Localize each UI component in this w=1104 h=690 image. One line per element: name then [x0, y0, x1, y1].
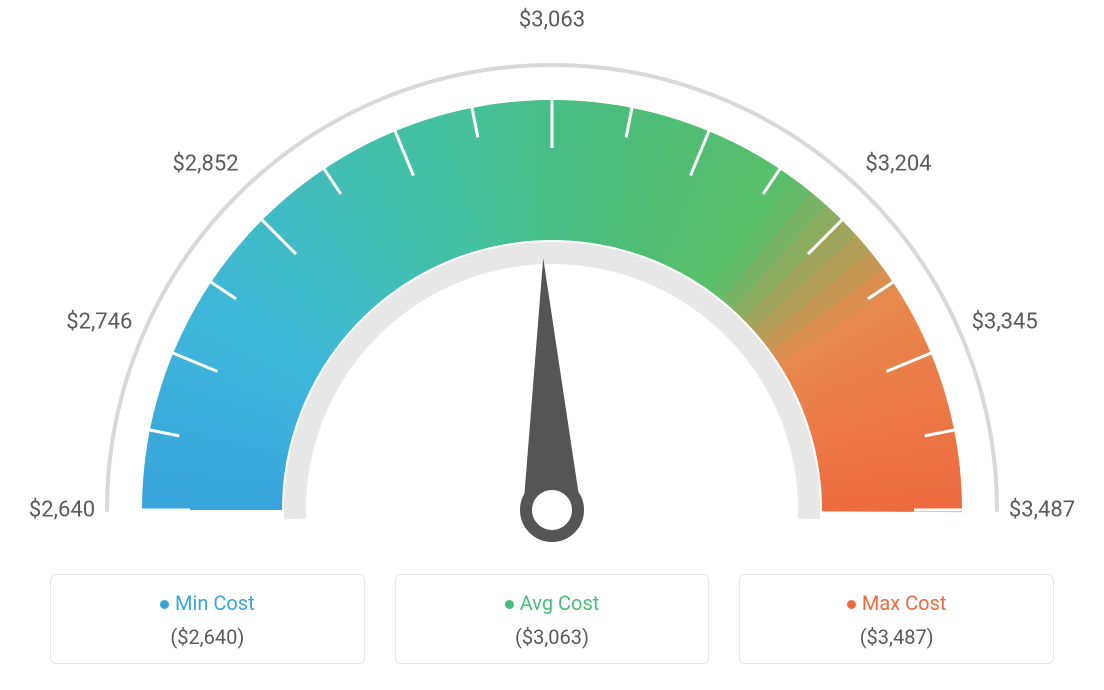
legend-title-text: Max Cost — [862, 591, 947, 615]
dot-icon — [847, 600, 856, 609]
legend-value-max: ($3,487) — [750, 625, 1043, 649]
gauge-svg — [0, 0, 1104, 560]
legend-card-max: Max Cost ($3,487) — [739, 574, 1054, 664]
gauge-chart: $2,640 $2,746 $2,852 $3,063 $3,204 $3,345 $3,4… — [0, 0, 1104, 560]
dot-icon — [505, 600, 514, 609]
scale-label: $3,204 — [865, 151, 931, 176]
legend-value-min: ($2,640) — [61, 625, 354, 649]
legend-title-avg: Avg Cost — [406, 591, 699, 615]
legend-card-avg: Avg Cost ($3,063) — [395, 574, 710, 664]
scale-label: $2,852 — [172, 151, 238, 176]
scale-label: $2,640 — [29, 498, 95, 523]
legend-title-max: Max Cost — [750, 591, 1043, 615]
legend-row: Min Cost ($2,640) Avg Cost ($3,063) Max … — [50, 574, 1054, 664]
legend-card-min: Min Cost ($2,640) — [50, 574, 365, 664]
scale-label: $3,345 — [972, 310, 1038, 335]
legend-title-text: Avg Cost — [520, 591, 600, 615]
legend-title-text: Min Cost — [175, 591, 255, 615]
scale-label: $3,487 — [1009, 498, 1075, 523]
dot-icon — [160, 600, 169, 609]
legend-value-avg: ($3,063) — [406, 625, 699, 649]
scale-label: $2,746 — [66, 310, 132, 335]
scale-label: $3,063 — [519, 8, 585, 33]
legend-title-min: Min Cost — [61, 591, 354, 615]
